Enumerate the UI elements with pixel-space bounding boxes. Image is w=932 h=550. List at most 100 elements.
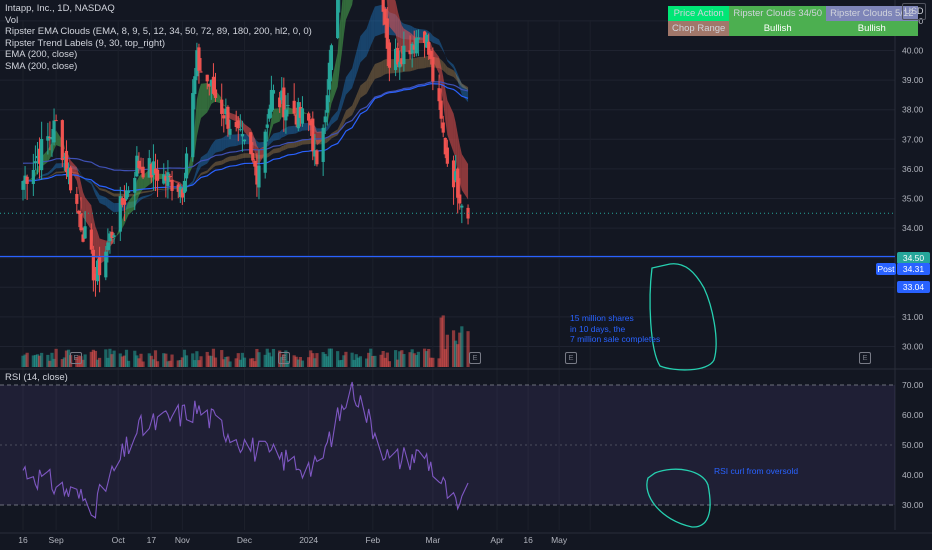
candle-body xyxy=(147,158,151,178)
earnings-marker[interactable]: E xyxy=(565,352,577,364)
ema-cloud-72-89 xyxy=(366,76,369,94)
time-tick-label: 17 xyxy=(147,535,157,545)
ema-cloud-5-12 xyxy=(254,138,257,164)
volume-bar xyxy=(400,350,404,367)
candle-body xyxy=(298,107,302,118)
candle-body xyxy=(286,105,290,107)
volume-bar xyxy=(269,356,273,367)
candle-body xyxy=(296,102,300,129)
ema-cloud-34-50 xyxy=(341,85,344,109)
ema-cloud-5-12 xyxy=(230,112,237,122)
volume-bar xyxy=(249,358,253,367)
candle-body xyxy=(383,8,387,25)
ema-cloud-72-89 xyxy=(201,170,208,176)
candle-body xyxy=(69,167,73,191)
time-tick-label: Dec xyxy=(237,535,253,545)
ema-cloud-34-50 xyxy=(368,16,371,52)
volume-bar xyxy=(64,350,69,367)
ema-cloud-34-50 xyxy=(455,68,458,82)
candle-body xyxy=(282,87,286,118)
ema-cloud-34-50 xyxy=(37,177,40,179)
ema-cloud-34-50 xyxy=(325,125,328,133)
candle-body xyxy=(425,34,429,48)
candle-body xyxy=(309,120,313,126)
volume-bar xyxy=(182,349,187,367)
ema-cloud-72-89 xyxy=(215,160,222,166)
candle-body xyxy=(83,226,87,239)
candle-body xyxy=(133,177,137,193)
ema-cloud-34-50 xyxy=(122,202,125,212)
earnings-marker[interactable]: E xyxy=(70,352,82,364)
volume-bar xyxy=(220,350,224,367)
ema-cloud-72-89 xyxy=(93,182,96,186)
ema-cloud-72-89 xyxy=(368,71,371,90)
volume-bar xyxy=(441,315,445,367)
volume-bar xyxy=(371,355,375,367)
ema-cloud-72-89 xyxy=(308,138,311,145)
ema-cloud-5-12 xyxy=(252,133,255,154)
candle-body xyxy=(91,249,95,281)
volume-bar xyxy=(365,358,369,367)
currency-button[interactable]: USD xyxy=(902,3,926,20)
ema-cloud-5-12 xyxy=(198,83,202,127)
ema-cloud-72-89 xyxy=(267,152,270,158)
ema-cloud-72-89 xyxy=(441,59,444,71)
candle-body xyxy=(271,90,276,94)
volume-bar xyxy=(253,361,257,367)
volume-bar xyxy=(147,353,151,367)
time-tick-label: Sep xyxy=(49,535,64,545)
volume-bar xyxy=(213,357,218,367)
ema-cloud-5-12 xyxy=(447,100,454,153)
volume-bar xyxy=(153,350,158,367)
ema-cloud-5-12 xyxy=(389,0,396,35)
earnings-marker[interactable]: E xyxy=(859,352,871,364)
volume-bar xyxy=(352,359,356,367)
ema-cloud-34-50 xyxy=(432,35,440,46)
candle-body xyxy=(180,189,184,198)
ema-cloud-34-50 xyxy=(331,110,338,125)
ema-cloud-72-89 xyxy=(381,60,384,77)
volume-bar xyxy=(91,349,95,367)
candle-body xyxy=(408,50,412,55)
volume-bar xyxy=(21,355,25,367)
ema-cloud-5-12 xyxy=(271,108,274,131)
ema-cloud-34-50 xyxy=(356,44,359,76)
earnings-marker[interactable]: E xyxy=(469,352,481,364)
volume-bar xyxy=(338,360,342,367)
candle-body xyxy=(77,210,81,214)
candle-body xyxy=(458,194,462,204)
ema-cloud-34-50 xyxy=(209,145,212,161)
ema-cloud-34-50 xyxy=(273,132,280,141)
candle-body xyxy=(249,132,253,154)
ema-cloud-5-12 xyxy=(267,132,270,144)
last-price-badge: 34.50 xyxy=(897,252,930,264)
candle-body xyxy=(60,120,64,161)
ema-cloud-5-12 xyxy=(35,166,38,177)
ema-cloud-72-89 xyxy=(244,153,251,158)
volume-bar xyxy=(344,351,348,367)
candle-body xyxy=(414,38,418,54)
ema-cloud-72-89 xyxy=(325,137,328,144)
candle-body xyxy=(437,88,441,102)
candle-body xyxy=(193,76,197,95)
ema-cloud-72-89 xyxy=(294,142,297,148)
ema-cloud-34-50 xyxy=(39,174,42,179)
candle-body xyxy=(191,93,195,158)
earnings-marker[interactable]: E xyxy=(278,352,290,364)
price-action-header: Price Action xyxy=(668,6,730,21)
volume-bar xyxy=(234,358,238,367)
volume-bar xyxy=(284,350,288,367)
volume-bar xyxy=(31,355,35,367)
volume-bar xyxy=(251,358,255,367)
ema-cloud-72-89 xyxy=(443,61,446,73)
volume-bar xyxy=(445,334,449,367)
volume-bar xyxy=(236,353,240,367)
ema-cloud-34-50 xyxy=(287,125,295,135)
price-tick-label: 38.00 xyxy=(902,105,924,115)
candle-body xyxy=(278,97,282,108)
ema-cloud-34-50 xyxy=(213,139,216,155)
volume-bar xyxy=(280,356,284,367)
ema-cloud-5-12 xyxy=(339,6,342,69)
volume-bar xyxy=(205,351,209,367)
